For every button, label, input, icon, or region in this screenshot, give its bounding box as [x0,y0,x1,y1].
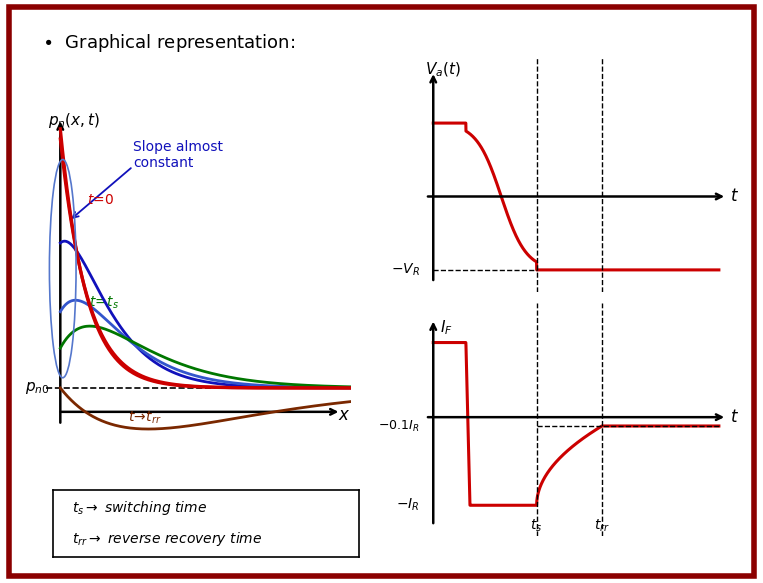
Text: $-I_R$: $-I_R$ [396,497,420,514]
Text: $-V_R$: $-V_R$ [391,262,420,278]
Text: $t_{rr}$: $t_{rr}$ [594,517,610,533]
Text: $I_F$: $I_F$ [440,319,452,338]
Text: $-0.1I_R$: $-0.1I_R$ [378,419,420,434]
Text: $x$: $x$ [337,406,350,424]
Text: $t_s$: $t_s$ [530,517,542,533]
Text: $t\!\rightarrow\!t_{rr}$: $t\!\rightarrow\!t_{rr}$ [128,410,162,427]
Text: $t\!=\!0$: $t\!=\!0$ [87,193,114,207]
Text: $t$: $t$ [729,408,739,426]
Text: $\bullet$  Graphical representation:: $\bullet$ Graphical representation: [42,32,295,54]
Text: $V_a(t)$: $V_a(t)$ [425,60,461,79]
Text: $t_{rr} \rightarrow$ reverse recovery time: $t_{rr} \rightarrow$ reverse recovery ti… [72,531,262,549]
Text: $p_{n0}$: $p_{n0}$ [25,380,50,396]
Text: $p_n(x,t)$: $p_n(x,t)$ [48,111,101,131]
Text: $t\!=\!t_s$: $t\!=\!t_s$ [89,294,120,311]
Text: Slope almost
constant: Slope almost constant [133,139,223,170]
Text: $t$: $t$ [729,188,739,205]
Text: $t_s \rightarrow$ switching time: $t_s \rightarrow$ switching time [72,500,207,518]
